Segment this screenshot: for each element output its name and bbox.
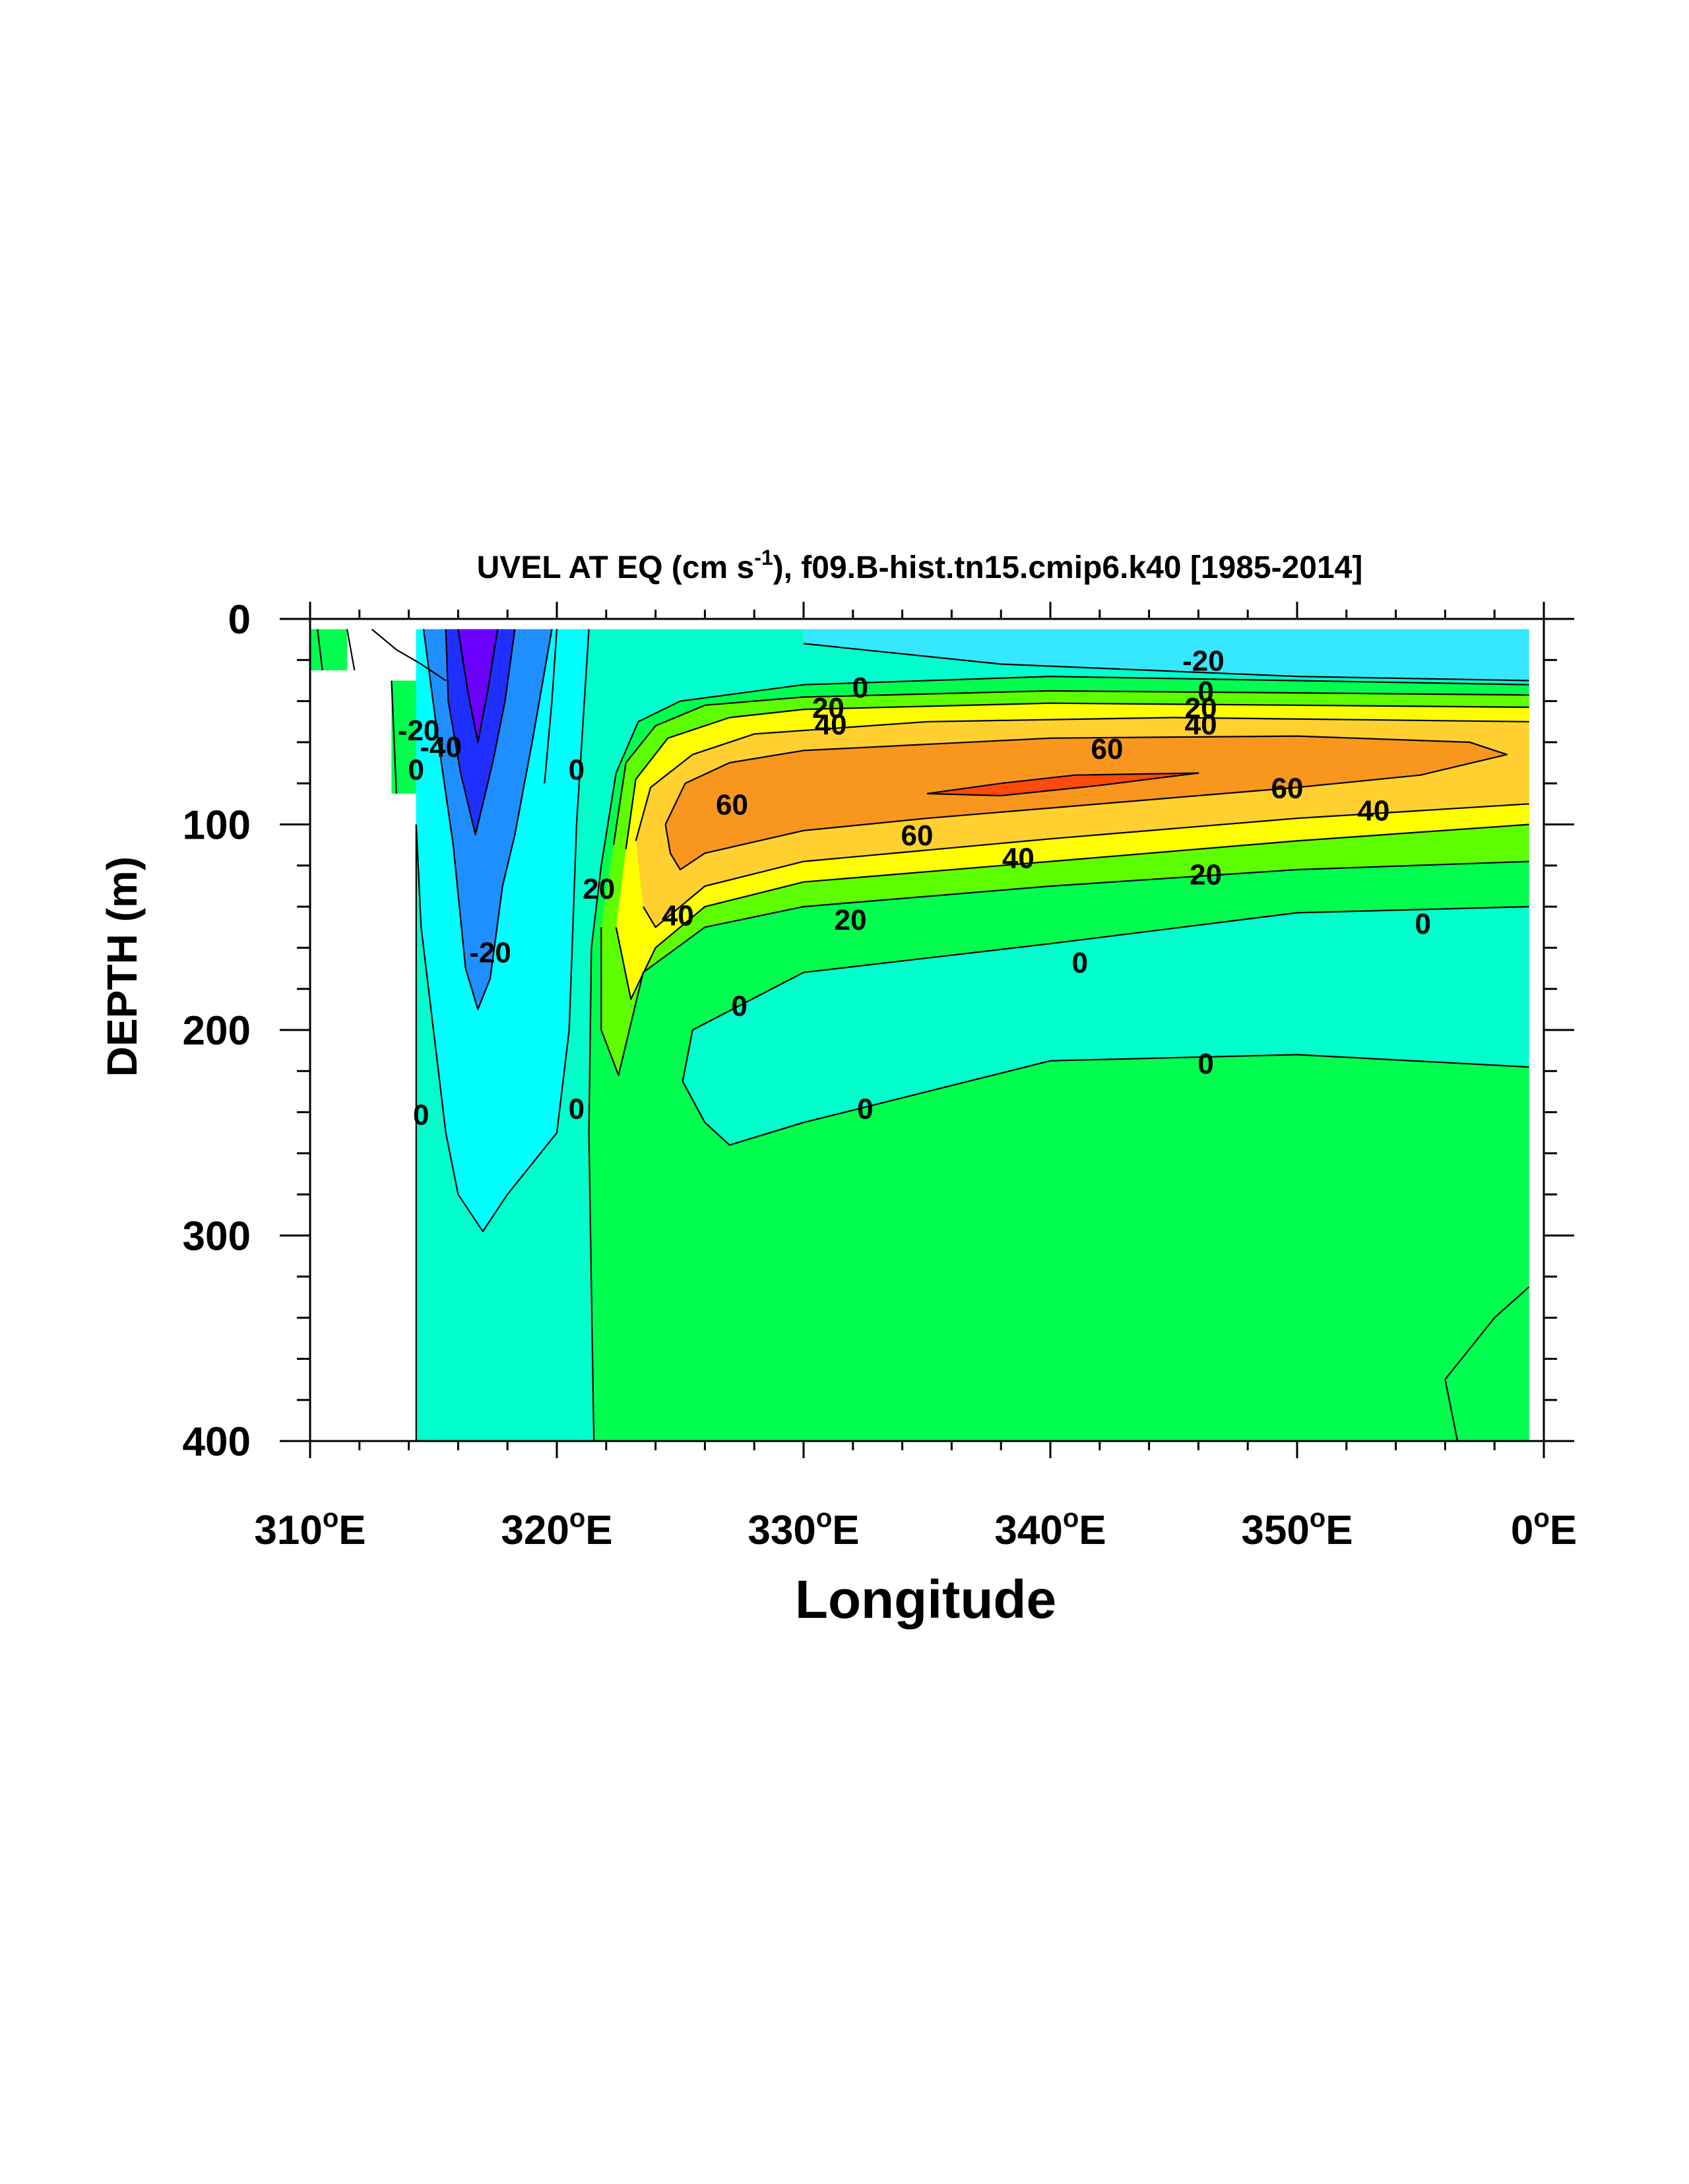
contour-line-15 xyxy=(664,735,1508,871)
contour-line-8 xyxy=(371,628,447,682)
contour-line-11 xyxy=(803,643,1529,682)
contour-label-20: 0 xyxy=(1197,1048,1213,1080)
contour-label-28: -20 xyxy=(469,937,511,969)
contour-label-15: 20 xyxy=(835,904,867,936)
contour-label-27: 0 xyxy=(408,754,424,786)
contour-line-19 xyxy=(600,860,1529,1076)
chart-title: UVEL AT EQ (cm s-1), f09.B-hist.tn15.cmi… xyxy=(477,546,1363,585)
contour-label-25: -20 xyxy=(398,715,440,747)
contour-line-14 xyxy=(635,717,1529,841)
contour-fill-50_60-8 xyxy=(665,736,1507,870)
y-tick-label-0: 0 xyxy=(228,597,251,643)
contour-line-21 xyxy=(682,1029,1529,1146)
contour-label-0: -20 xyxy=(1182,645,1225,677)
contour-fill-lt_-60-13 xyxy=(458,629,498,742)
contour-label-16: 20 xyxy=(1190,858,1222,891)
y-tick-label-2: 200 xyxy=(183,1008,251,1054)
x-tick-label-5: 0oE xyxy=(1511,1504,1577,1553)
chart-title-superscript: -1 xyxy=(754,546,773,569)
x-tick-label-2: 330oE xyxy=(748,1504,859,1553)
contour-label-26: -40 xyxy=(420,731,462,763)
contour-label-12: 40 xyxy=(1002,842,1035,874)
x-tick-label-4: 350oE xyxy=(1241,1504,1353,1553)
contour-fill-0_20-3 xyxy=(310,629,348,670)
contour-line-0 xyxy=(317,629,323,671)
contour-label-19: 0 xyxy=(732,990,748,1023)
contour-line-20 xyxy=(692,906,1529,1031)
contour-label-24: 0 xyxy=(413,1099,429,1132)
x-tick-label-3: 340oE xyxy=(994,1504,1106,1553)
contour-line-1 xyxy=(346,629,356,671)
contour-line-6 xyxy=(445,629,516,836)
contour-label-11: 40 xyxy=(1357,795,1389,827)
contour-line-18 xyxy=(615,823,1529,1000)
contour-label-4: 20 xyxy=(1185,692,1217,724)
contour-label-13: 40 xyxy=(662,900,694,932)
y-tick-label-3: 300 xyxy=(183,1214,251,1260)
contour-line-22 xyxy=(1444,1286,1530,1442)
x-tick-label-0: 310oE xyxy=(254,1504,366,1553)
contour-label-14: 20 xyxy=(583,873,615,905)
x-axis-label: Longitude xyxy=(795,1570,1056,1630)
contour-line-2 xyxy=(391,680,397,794)
y-axis-label: DEPTH (m) xyxy=(98,856,146,1077)
contour-label-3: 20 xyxy=(812,692,844,724)
y-tick-label-1: 100 xyxy=(183,803,251,849)
x-tick-label-1: 320oE xyxy=(501,1504,612,1553)
contour-fill--20_0_strong-1 xyxy=(804,629,1529,681)
contour-fill-0_20-4 xyxy=(391,680,416,794)
contour-label-23: 0 xyxy=(569,754,585,786)
contour-label-10: 60 xyxy=(901,819,934,852)
contour-label-5: 40 xyxy=(815,709,847,741)
contour-line-12 xyxy=(612,690,1529,845)
contour-line-16 xyxy=(926,772,1199,797)
contour-line-13 xyxy=(625,702,1529,850)
contour-line-4 xyxy=(415,629,590,1233)
y-tick-label-4: 400 xyxy=(183,1419,251,1465)
contour-line-9 xyxy=(544,629,558,784)
chart-title-rest: ), f09.B-hist.tn15.cmip6.k40 [1985-2014] xyxy=(773,550,1363,585)
contour-line-5 xyxy=(422,629,553,1010)
contour-line-17 xyxy=(642,803,1529,928)
contour-label-9: 60 xyxy=(716,788,748,821)
contour-line-10 xyxy=(588,676,1529,1442)
contour-label-6: 40 xyxy=(1185,709,1217,741)
contour-label-17: 0 xyxy=(1415,908,1430,940)
contour-label-18: 0 xyxy=(1072,947,1088,979)
chart-title-main: UVEL AT EQ (cm s xyxy=(477,550,755,585)
contour-label-1: 0 xyxy=(852,672,868,704)
contour-label-7: 60 xyxy=(1091,733,1124,765)
contour-label-8: 60 xyxy=(1271,772,1304,804)
x-axis: 310oE 320oE 330oE 340oE 350oE 0oE xyxy=(254,602,1577,1553)
contour-fill-gt_60-9 xyxy=(927,773,1199,796)
contour-line-7 xyxy=(457,629,499,744)
contour-label-21: 0 xyxy=(857,1093,873,1125)
contour-label-22: 0 xyxy=(569,1093,585,1125)
contour-label-2: 0 xyxy=(1197,676,1213,708)
